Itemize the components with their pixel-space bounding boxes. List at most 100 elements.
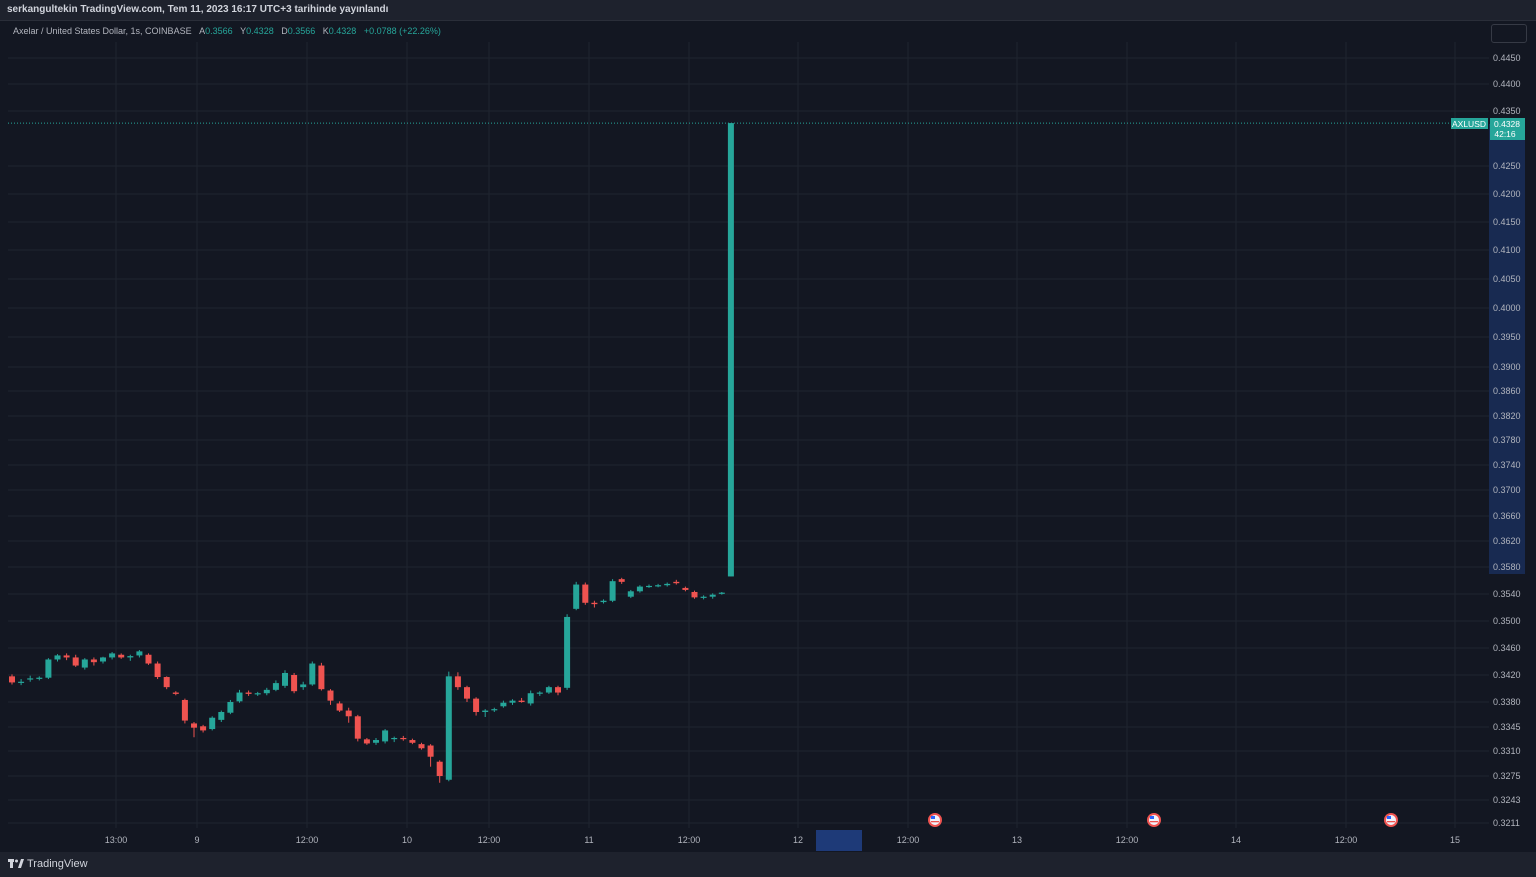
candle-body [27,678,34,680]
candle-body [218,712,225,720]
candle-body [118,654,125,658]
candle [400,735,407,741]
candle-body [391,737,398,740]
candle [327,689,334,705]
candle-body [200,726,207,731]
candle-body [318,665,325,690]
candle [591,600,598,608]
candle-body [236,692,243,702]
time-tick-label: 12 [793,835,803,845]
candle-body [609,581,616,601]
candle-body [382,730,389,742]
price-tick-label: 0.3820 [1493,411,1521,421]
candle [518,697,525,703]
last-price-label: AXLUSD 0.4328 42:16 [1451,118,1525,140]
bar-countdown: 42:16 [1494,129,1516,139]
price-tick-label: 0.3345 [1493,722,1521,732]
candle-body [718,592,725,594]
open-key: A [199,26,206,36]
time-tick-label: 12:00 [478,835,501,845]
price-tick-label: 0.4450 [1493,53,1521,63]
candle-body [555,687,561,693]
candle [200,724,207,733]
time-tick-label: 12:00 [296,835,319,845]
candle-body [363,739,370,744]
candle [582,582,589,605]
price-tick-label: 0.4250 [1493,161,1521,171]
candle-body [209,717,216,730]
candle-body [227,702,234,713]
candle-body [700,596,707,598]
candle-body [172,692,179,694]
candle [218,710,225,722]
candle [109,652,116,660]
candle [282,670,288,688]
candle-body [409,740,416,743]
time-tick-label: 13 [1012,835,1022,845]
candle [700,595,707,600]
tradingview-icon [8,859,24,868]
candle [100,656,106,664]
time-tick-label: 10 [402,835,412,845]
candle-body [691,591,698,598]
candle-body [500,702,507,707]
last-price-value: 0.4328 [1494,119,1520,129]
candle [718,591,725,595]
price-tick-label: 0.3310 [1493,746,1521,756]
candle-body [145,654,152,664]
candle-body [245,692,252,694]
event-flag-stripe [931,821,939,823]
tradingview-logo[interactable]: TradingView [8,858,88,870]
price-tick-label: 0.4000 [1493,303,1521,313]
candle [536,691,543,696]
chart-settings-box[interactable] [1491,24,1527,43]
symbol-title: Axelar / United States Dollar, 1s, COINB… [13,26,192,36]
change-value: +0.0788 (+22.26%) [363,26,441,36]
candle [263,687,270,696]
time-axis: 13:00 9 12:00 10 12:00 11 12:00 12 12:00 13 12:00 1… [105,830,1460,851]
candle [545,685,552,694]
price-tick-label: 0.3740 [1493,460,1521,470]
candle [691,590,698,599]
candle-body [291,675,298,692]
price-tick-label: 0.4150 [1493,217,1521,227]
candle-body [109,653,116,658]
low-value: 0.3566 [287,26,316,36]
candle [272,680,279,692]
price-tick-label: 0.3620 [1493,536,1521,546]
candle [118,653,125,659]
price-tick-label: 0.3660 [1493,511,1521,521]
chart-grid [8,42,1489,828]
candle-body [545,687,552,693]
candle-body [263,689,270,694]
candle-body [345,710,352,717]
candle-body [591,602,598,605]
open-value: 0.3566 [205,26,233,36]
candle [300,681,307,690]
candle [354,714,361,742]
candle-body [81,659,88,668]
candle-body [136,651,143,656]
price-tick-label: 0.3500 [1493,616,1521,626]
time-tick-label: 14 [1231,835,1241,845]
candle [627,589,634,599]
candle [254,691,261,696]
candle [236,689,243,703]
candle-body [309,663,316,685]
candle [673,579,680,585]
candle-body [600,600,607,603]
candle-body [509,700,516,703]
chart-frame[interactable] [0,20,1536,853]
price-tick-label: 0.4350 [1493,106,1521,116]
time-tick-label: 12:00 [897,835,920,845]
price-tick-label: 0.3460 [1493,643,1521,653]
candle [127,654,134,661]
candle-body [336,703,343,711]
time-tick-label: 12:00 [1335,835,1358,845]
candle-body [445,676,452,780]
candle [245,690,252,696]
candle [418,742,425,750]
high-value: 0.4328 [246,26,274,36]
candle [9,674,15,685]
